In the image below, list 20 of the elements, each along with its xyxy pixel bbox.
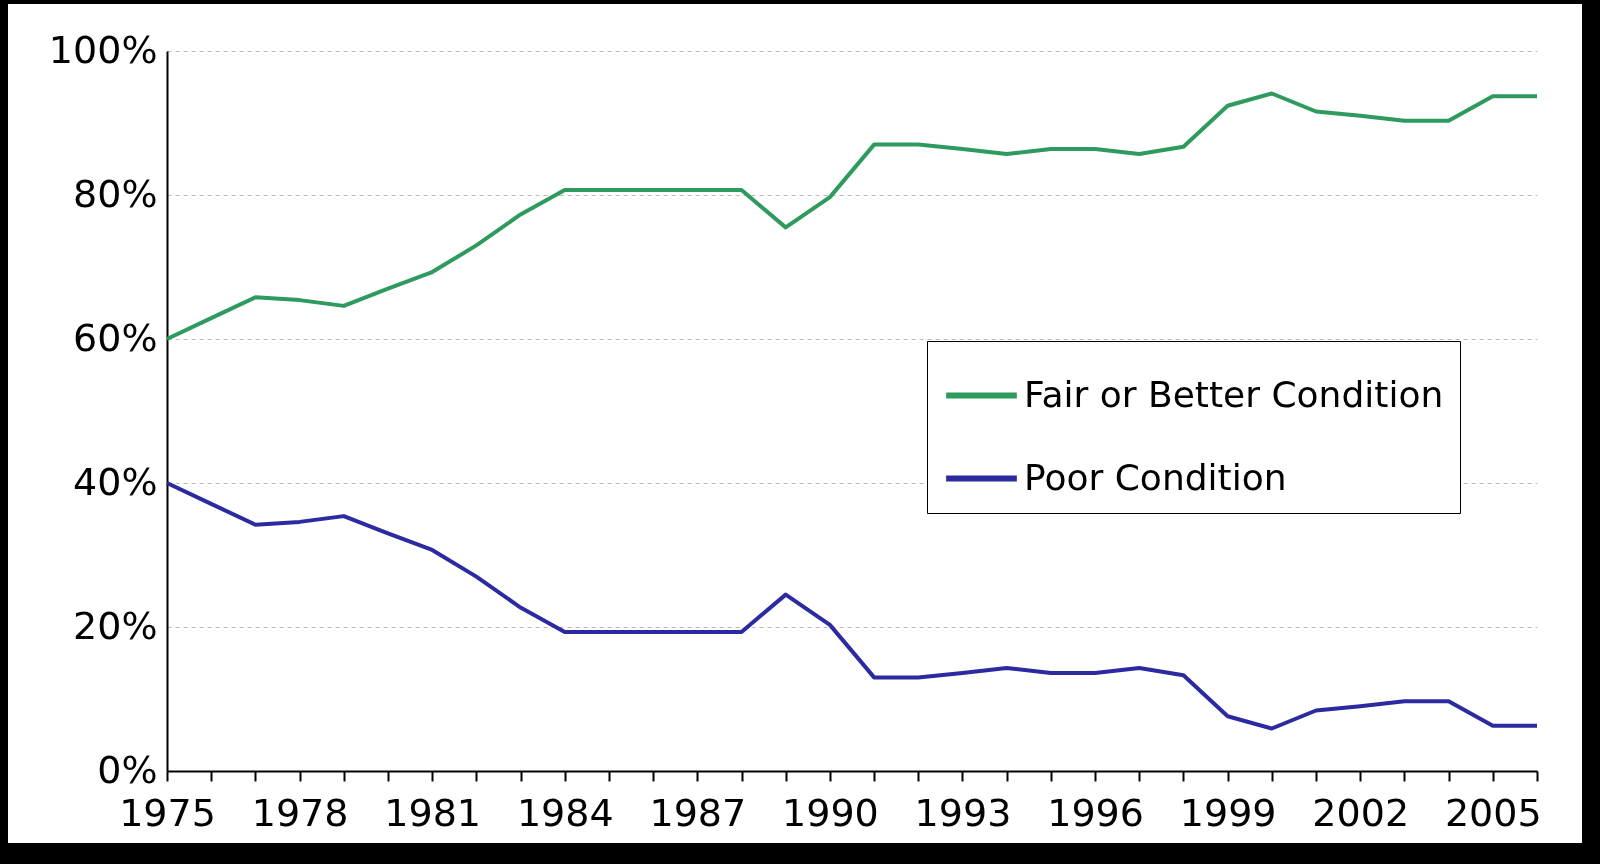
x-tick-label: 1990 <box>782 790 879 835</box>
x-tick-label: 1981 <box>384 790 482 835</box>
x-tick-label: 1987 <box>649 790 747 835</box>
x-tick-label: 1999 <box>1179 790 1277 835</box>
line-series <box>165 91 1539 341</box>
y-tick-label: 0% <box>97 747 158 792</box>
x-tick-label: 1993 <box>914 790 1012 835</box>
x-tick-label: 2005 <box>1444 790 1542 835</box>
y-tick-label: 20% <box>73 603 158 648</box>
x-tick-label: 1978 <box>251 790 349 835</box>
x-tick-label: 1996 <box>1047 790 1144 835</box>
x-tick-label: 1984 <box>516 790 614 835</box>
y-tick-label: 100% <box>48 27 158 72</box>
legend-label: Fair or Better Condition <box>1024 373 1444 415</box>
y-tick-label: 80% <box>73 171 158 216</box>
y-tick-label: 60% <box>73 315 158 360</box>
x-tick-label: 1975 <box>119 790 216 835</box>
x-tick-label: 2002 <box>1312 790 1410 835</box>
legend-label: Poor Condition <box>1024 456 1287 498</box>
y-tick-label: 40% <box>73 459 158 504</box>
